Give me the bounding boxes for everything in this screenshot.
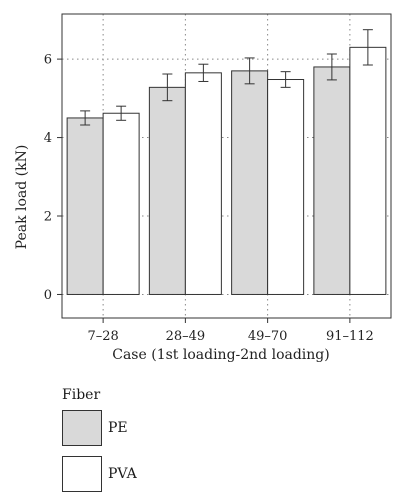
error-bar-pe bbox=[162, 73, 173, 102]
y-tick-label: 6 bbox=[44, 53, 52, 68]
axis-ticks: 0 2 4 6 7–28 28–49 49–70 91–112 bbox=[44, 53, 374, 344]
legend-swatch-pe bbox=[62, 410, 102, 446]
bar-pe bbox=[231, 70, 269, 295]
bar-pe bbox=[148, 86, 186, 295]
plot-panel-border bbox=[61, 13, 392, 319]
bar-pva bbox=[102, 112, 140, 295]
x-tick-label: 49–70 bbox=[248, 329, 288, 344]
error-bar-pva bbox=[116, 105, 127, 121]
legend-title: Fiber bbox=[62, 387, 101, 403]
error-bar-pva bbox=[198, 63, 209, 82]
legend: Fiber PE PVA bbox=[62, 386, 262, 494]
legend-label-pva: PVA bbox=[108, 466, 137, 482]
legend-item-pva: PVA bbox=[62, 456, 242, 492]
y-axis-title: Peak load (kN) bbox=[14, 145, 30, 250]
legend-swatch-pva bbox=[62, 456, 102, 492]
error-bar-pe bbox=[80, 110, 91, 126]
legend-item-pe: PE bbox=[62, 410, 242, 446]
bar-pva bbox=[267, 79, 305, 295]
y-tick-label: 2 bbox=[44, 210, 52, 225]
error-bar-pva bbox=[280, 71, 291, 88]
error-bar-pva bbox=[362, 29, 373, 66]
error-bar-pe bbox=[326, 53, 337, 81]
y-tick-label: 4 bbox=[44, 131, 52, 146]
bar-pva bbox=[349, 46, 387, 295]
x-tick-label: 7–28 bbox=[87, 329, 118, 344]
x-tick-label: 28–49 bbox=[166, 329, 206, 344]
bar-pe bbox=[66, 117, 104, 295]
x-axis-title: Case (1st loading-2nd loading) bbox=[112, 347, 329, 363]
y-tick-label: 0 bbox=[44, 288, 52, 303]
bar-pva bbox=[184, 72, 222, 295]
error-bars bbox=[80, 29, 373, 126]
bars bbox=[66, 46, 387, 295]
x-tick-label: 91–112 bbox=[326, 329, 374, 344]
bar-pe bbox=[313, 66, 351, 295]
error-bar-pe bbox=[244, 57, 255, 85]
legend-label-pe: PE bbox=[108, 420, 128, 436]
